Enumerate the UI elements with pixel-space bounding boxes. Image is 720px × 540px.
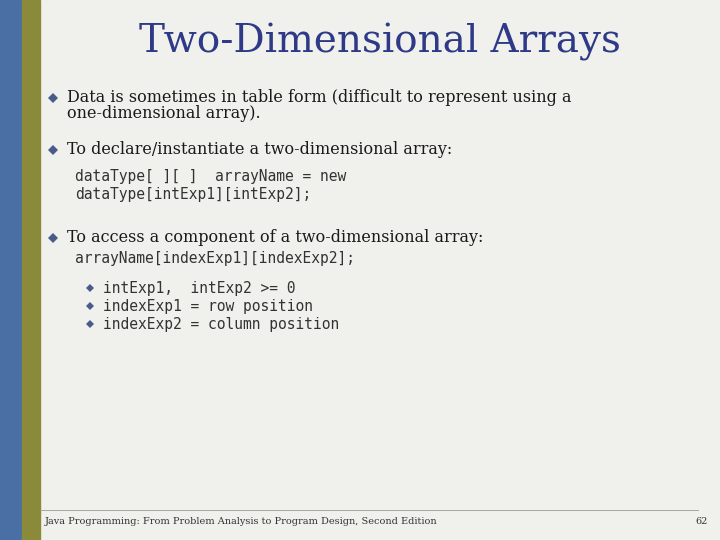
Text: arrayName[indexExp1][indexExp2];: arrayName[indexExp1][indexExp2]; [75, 252, 355, 267]
Text: Data is sometimes in table form (difficult to represent using a: Data is sometimes in table form (difficu… [67, 90, 572, 106]
Text: Java Programming: From Problem Analysis to Program Design, Second Edition: Java Programming: From Problem Analysis … [45, 517, 438, 526]
Bar [0, 0, 22, 540]
Text: To declare/instantiate a two-dimensional array:: To declare/instantiate a two-dimensional… [67, 141, 452, 159]
Text: one-dimensional array).: one-dimensional array). [67, 105, 261, 123]
Text: dataType[ ][ ]  arrayName = new: dataType[ ][ ] arrayName = new [75, 170, 346, 185]
Text: To access a component of a two-dimensional array:: To access a component of a two-dimension… [67, 230, 483, 246]
Text: indexExp2 = column position: indexExp2 = column position [103, 316, 339, 332]
Text: dataType[intExp1][intExp2];: dataType[intExp1][intExp2]; [75, 186, 311, 201]
Text: indexExp1 = row position: indexExp1 = row position [103, 299, 313, 314]
Text: 62: 62 [696, 517, 708, 526]
Text: Two-Dimensional Arrays: Two-Dimensional Arrays [139, 23, 621, 61]
Text: intExp1,  intExp2 >= 0: intExp1, intExp2 >= 0 [103, 280, 295, 295]
Bar [22, 0, 40, 540]
